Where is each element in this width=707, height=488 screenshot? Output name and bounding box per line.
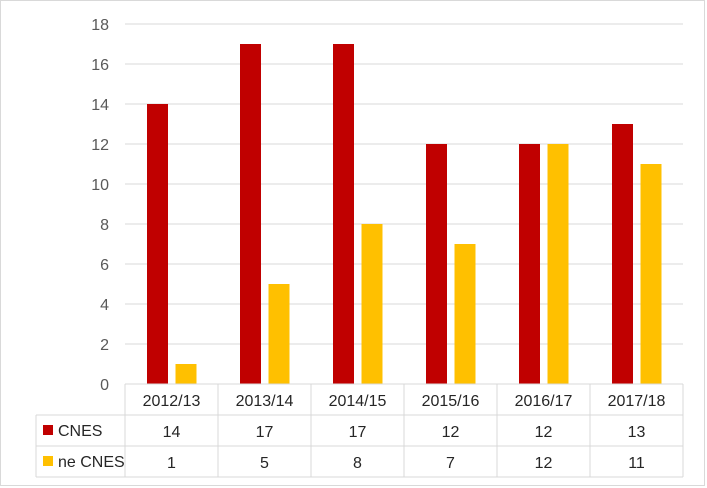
data-label: 11 xyxy=(628,455,645,472)
x-tick-label: 2015/16 xyxy=(422,393,480,410)
y-tick-label: 18 xyxy=(91,17,109,34)
data-label: 13 xyxy=(628,424,646,441)
bar-ne-cnes-0 xyxy=(175,364,197,384)
bar-ne-cnes-5 xyxy=(640,164,662,384)
y-tick-label: 8 xyxy=(100,217,109,234)
data-label: 12 xyxy=(535,424,553,441)
x-tick-label: 2016/17 xyxy=(515,393,573,410)
data-label: 17 xyxy=(349,424,367,441)
x-tick-label: 2012/13 xyxy=(143,393,201,410)
bar-cnes-4 xyxy=(519,144,540,384)
bar-cnes-5 xyxy=(612,124,633,384)
y-tick-label: 2 xyxy=(100,337,109,354)
y-tick-label: 0 xyxy=(100,377,109,394)
legend-label: CNES xyxy=(58,423,102,440)
data-label: 12 xyxy=(442,424,460,441)
bar-cnes-2 xyxy=(333,44,354,384)
data-label: 17 xyxy=(256,424,274,441)
legend-key-cnes xyxy=(43,425,53,435)
y-tick-label: 4 xyxy=(100,297,109,314)
x-tick-label: 2014/15 xyxy=(329,393,387,410)
y-tick-label: 16 xyxy=(91,57,109,74)
legend-label: ne CNES xyxy=(58,454,125,471)
data-label: 5 xyxy=(260,455,269,472)
bar-ne-cnes-2 xyxy=(361,224,383,384)
y-tick-label: 12 xyxy=(91,137,109,154)
y-tick-label: 10 xyxy=(91,177,109,194)
bar-ne-cnes-3 xyxy=(454,244,476,384)
bar-cnes-0 xyxy=(147,104,168,384)
data-label: 7 xyxy=(446,455,455,472)
bar-ne-cnes-1 xyxy=(268,284,290,384)
legend-key-ne-cnes xyxy=(43,456,53,466)
bar-cnes-3 xyxy=(426,144,447,384)
data-label: 14 xyxy=(163,424,181,441)
bar-cnes-1 xyxy=(240,44,261,384)
x-tick-label: 2017/18 xyxy=(608,393,666,410)
data-label: 8 xyxy=(353,455,362,472)
data-label: 12 xyxy=(535,455,553,472)
y-tick-label: 6 xyxy=(100,257,109,274)
y-tick-label: 14 xyxy=(91,97,109,114)
x-tick-label: 2013/14 xyxy=(236,393,294,410)
bar-ne-cnes-4 xyxy=(547,144,569,384)
data-label: 1 xyxy=(167,455,176,472)
